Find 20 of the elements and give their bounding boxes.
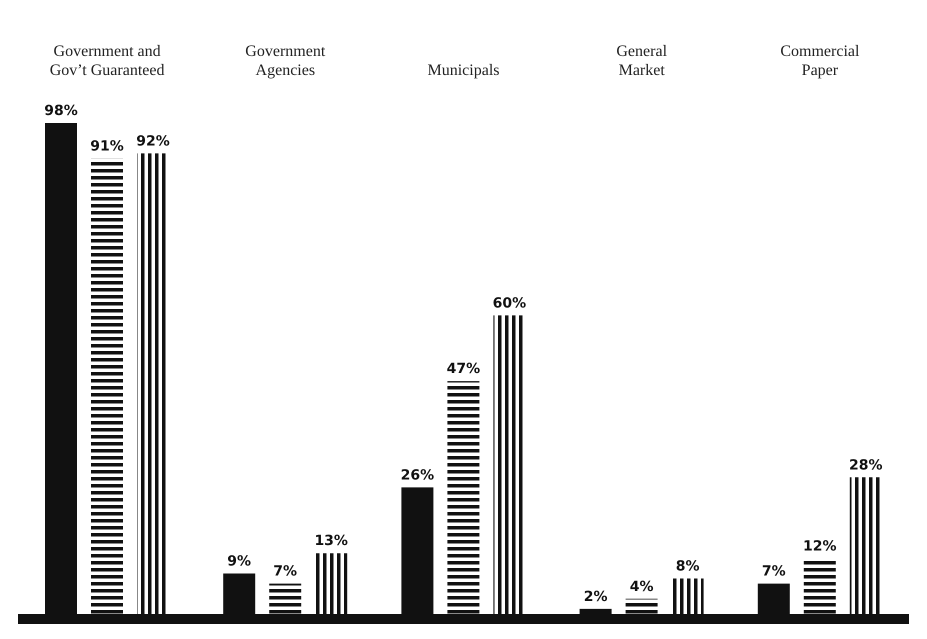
x-tick-label: Government Agencies <box>245 43 326 79</box>
data-label: 4% <box>630 578 654 595</box>
data-label: 91% <box>90 138 124 154</box>
data-label: 98% <box>44 103 78 119</box>
x-tick-label: Government and Gov’t Guaranteed <box>50 43 164 79</box>
data-label: 8% <box>676 558 700 575</box>
data-label: 13% <box>314 533 348 550</box>
data-label: 28% <box>849 457 883 474</box>
x-tick-label: General Market <box>616 43 668 79</box>
data-label: 2% <box>584 588 608 605</box>
data-label: 12% <box>803 538 837 554</box>
data-label: 47% <box>446 361 480 378</box>
data-label: 9% <box>227 553 252 570</box>
x-tick-label: Commercial Paper <box>780 43 860 79</box>
data-label: 92% <box>136 133 170 150</box>
data-label: 7% <box>762 564 786 580</box>
x-tick-label: Municipals <box>428 62 500 79</box>
data-label: 60% <box>492 295 526 312</box>
data-label: 7% <box>273 564 298 580</box>
data-label: 26% <box>400 467 434 484</box>
